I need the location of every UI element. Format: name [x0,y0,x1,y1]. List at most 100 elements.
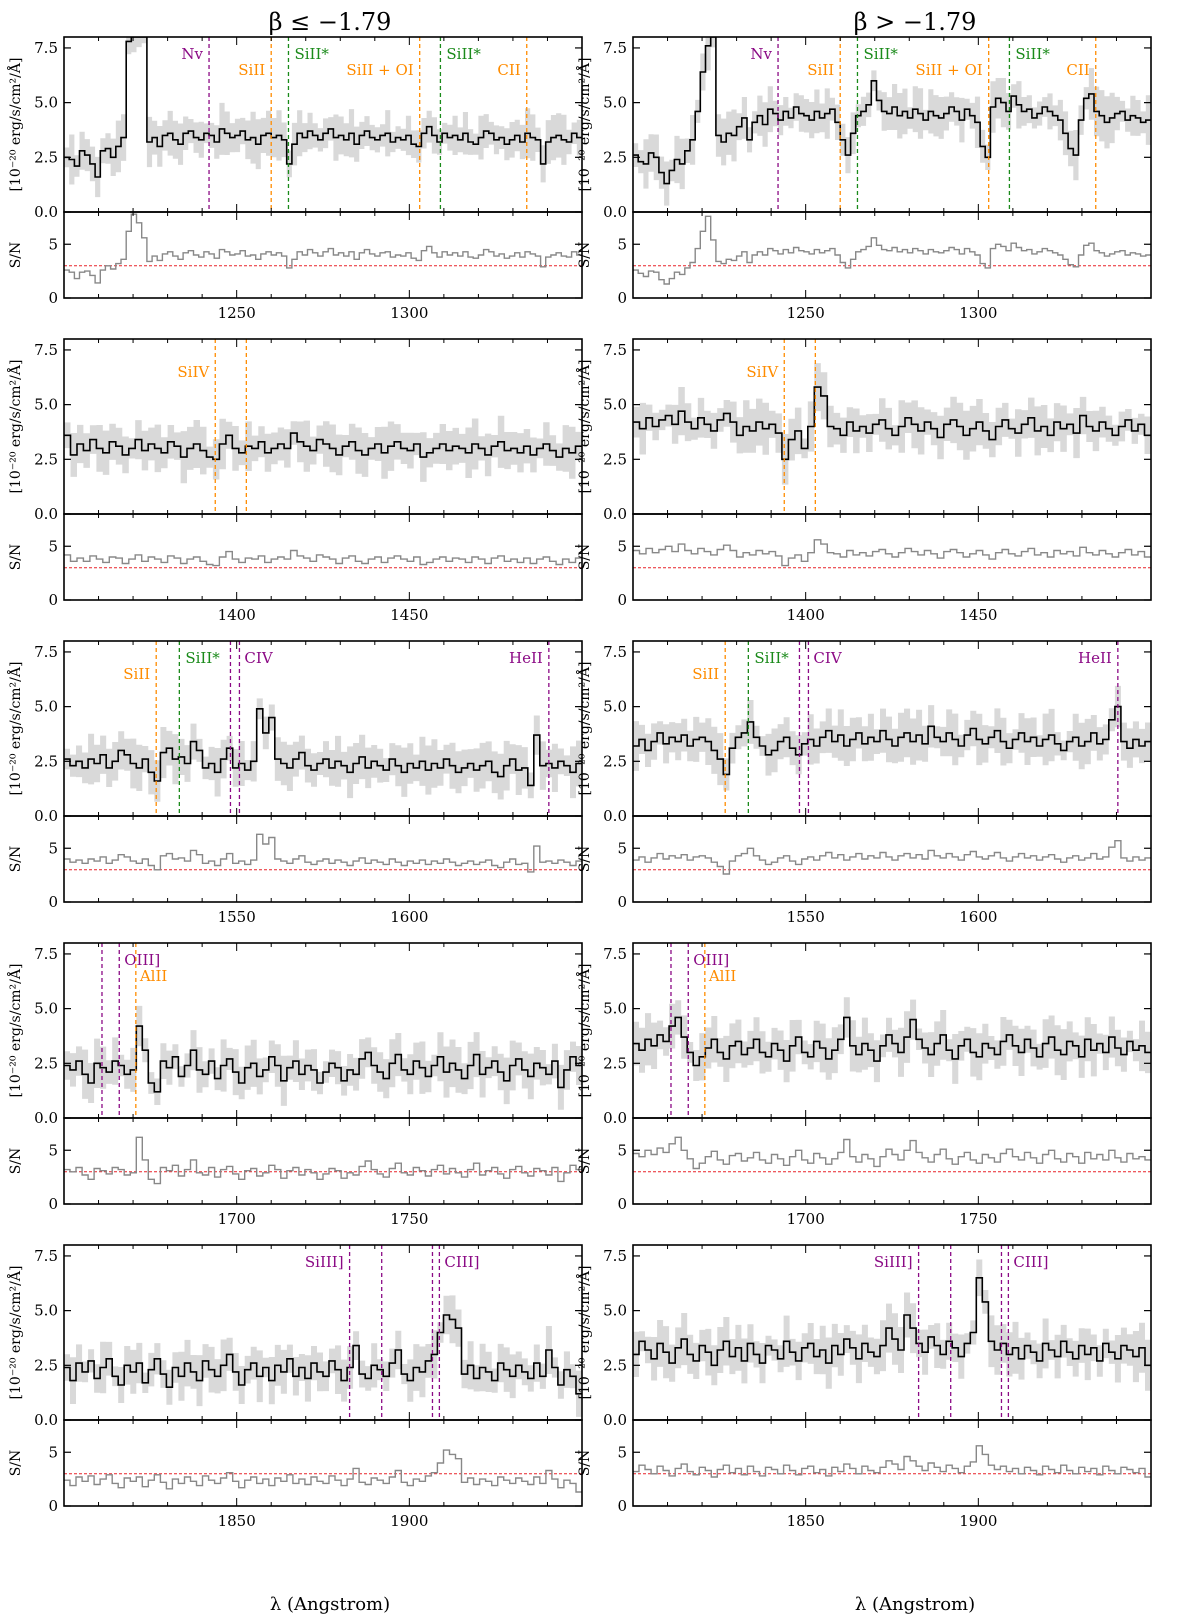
x-tick-label: 1900 [390,1512,428,1530]
sn-y-axis-label: S/N [8,544,24,571]
sn-y-axis-label: S/N [8,1450,24,1477]
flux-ytick-label: 7.5 [603,341,627,359]
line-label-3: SiII* [863,45,898,63]
sn-axes-frame [63,1419,583,1507]
flux-ytick-label: 5.0 [34,1302,58,1320]
flux-ytick-label: 7.5 [603,1247,627,1265]
line-label-4: CIII] [1013,1253,1048,1271]
sn-axes-frame [63,815,583,903]
right-x-axis-label: λ (Angstrom) [855,1594,975,1615]
spectrum-panel-left-4: OIII]AlII 0.0 2.5 5.0 7.5 0 5 1700 1750 [10⁻²⁰ er… [6,942,583,1228]
spectrum-panel-right-4: OIII]AlII 0.0 2.5 5.0 7.5 0 5 1700 1750 [10⁻²⁰ er… [575,942,1152,1228]
flux-ytick-label: 7.5 [34,341,58,359]
flux-ytick-label: 7.5 [34,39,58,57]
sn-curve [633,215,1151,285]
spectrum-panel-right-3: SiII SiII* CIV HeII 0.0 2.5 5.0 7.5 0 5 1550 1600 [1… [575,640,1152,926]
spectrum-panel-right-1: Nv SiII SiII* SiII + OI SiII* CII 0.0 2.5 5.0 7.5… [575,36,1152,322]
flux-error-band [633,37,1151,206]
flux-error-band [64,698,582,802]
sn-y-axis-label: S/N [8,242,24,269]
flux-ytick-label: 0.0 [34,1109,58,1127]
flux-ytick-label: 5.0 [603,396,627,414]
flux-ytick-label: 5.0 [34,94,58,112]
flux-y-axis-label: [10⁻²⁰ erg/s/cm²/Å] [6,662,24,796]
spectrum-panel-left-5: SiIII] CIII] 0.0 2.5 5.0 7.5 0 5 1850 1900 [10⁻²⁰ … [6,1244,583,1530]
flux-spectrum-line [64,708,582,787]
sn-y-axis-label: S/N [577,846,593,873]
flux-y-axis-label: [10⁻²⁰ erg/s/cm²/Å] [575,662,593,796]
spectrum-panel-right-2: SiIV 0.0 2.5 5.0 7.5 0 5 1400 1450 [10⁻²⁰ erg/s/c… [575,338,1152,624]
sn-curve [64,1136,582,1185]
line-label-1: SiIV [177,363,210,381]
sn-axes-frame [632,1419,1152,1507]
x-tick-label: 1850 [218,1512,256,1530]
sn-curve [633,1136,1151,1170]
sn-ytick-label: 5 [617,1443,627,1461]
spectrum-panel-right-5: SiIII] CIII] 0.0 2.5 5.0 7.5 0 5 1850 1900 [10⁻²⁰ … [575,1244,1152,1530]
sn-axes-frame [63,513,583,601]
flux-ytick-label: 2.5 [603,148,627,166]
sn-ytick-label: 0 [48,1195,58,1213]
flux-ytick-label: 5.0 [603,698,627,716]
sn-ytick-label: 5 [48,235,58,253]
sn-ytick-label: 5 [48,537,58,555]
sn-curve [64,1449,582,1493]
line-label-1: SiIV [746,363,779,381]
line-label-6: CII [1066,61,1089,79]
line-label-1: SiIII] [874,1253,913,1271]
flux-ytick-label: 0.0 [34,1411,58,1429]
left-x-axis-label: λ (Angstrom) [270,1594,390,1615]
sn-ytick-label: 0 [617,893,627,911]
sn-ytick-label: 0 [617,1195,627,1213]
flux-ytick-label: 2.5 [603,450,627,468]
flux-ytick-label: 2.5 [34,752,58,770]
line-label-4: CIII] [444,1253,479,1271]
flux-ytick-label: 0.0 [34,505,58,523]
sn-curve [633,1445,1151,1478]
x-tick-label: 1300 [390,304,428,322]
x-tick-label: 1750 [390,1210,428,1228]
sn-ytick-label: 0 [48,289,58,307]
flux-ytick-label: 0.0 [603,1109,627,1127]
sn-ytick-label: 0 [48,1497,58,1515]
x-tick-label: 1400 [787,606,825,624]
line-label-2: SiII [807,61,834,79]
line-label-1: Nv [181,45,203,63]
line-label-1: SiII [123,665,150,683]
sn-y-axis-label: S/N [577,544,593,571]
line-label-6: CII [497,61,520,79]
line-label-2: OIII] [693,951,729,969]
sn-curve [64,833,582,873]
sn-axes-frame [63,1117,583,1205]
flux-spectrum-line [64,1025,582,1093]
left-column-title: β ≤ −1.79 [269,8,392,36]
flux-spectrum-line [633,37,1151,185]
flux-ytick-label: 7.5 [603,945,627,963]
x-tick-label: 1550 [787,908,825,926]
flux-ytick-label: 2.5 [34,1356,58,1374]
flux-y-axis-label: [10⁻²⁰ erg/s/cm²/Å] [575,360,593,494]
line-label-2: SiII [238,61,265,79]
line-label-3: SiII* [294,45,329,63]
line-label-5: HeII [509,649,543,667]
flux-ytick-label: 2.5 [603,752,627,770]
x-tick-label: 1700 [218,1210,256,1228]
flux-error-band [64,37,582,198]
x-tick-label: 1250 [787,304,825,322]
sn-curve [64,213,582,284]
sn-y-axis-label: S/N [577,242,593,269]
flux-ytick-label: 2.5 [34,148,58,166]
right-column-title: β > −1.79 [854,8,977,36]
flux-error-band [633,363,1151,485]
flux-y-axis-label: [10⁻²⁰ erg/s/cm²/Å] [6,360,24,494]
sn-ytick-label: 5 [617,537,627,555]
sn-y-axis-label: S/N [577,1450,593,1477]
line-label-4: SiII + OI [346,61,413,79]
flux-axes-frame [63,1244,583,1421]
line-label-1: Nv [750,45,772,63]
sn-ytick-label: 5 [48,1443,58,1461]
sn-y-axis-label: S/N [577,1148,593,1175]
sn-ytick-label: 5 [617,839,627,857]
line-label-3: AlII [139,967,168,985]
